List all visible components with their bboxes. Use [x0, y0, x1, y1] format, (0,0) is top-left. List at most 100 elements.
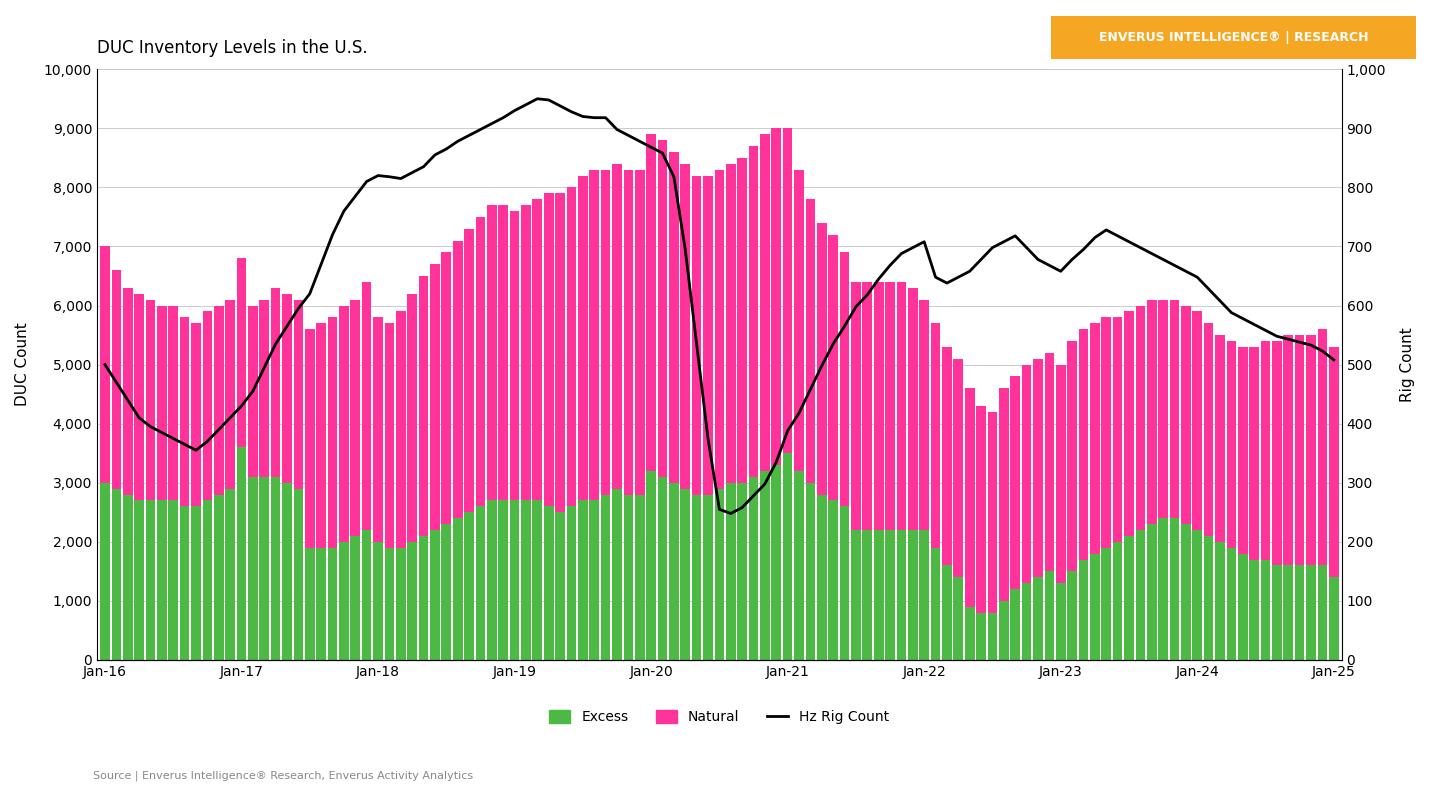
Bar: [931, 323, 941, 548]
Bar: [578, 501, 588, 660]
Bar: [988, 613, 997, 660]
Bar: [658, 477, 668, 660]
Bar: [305, 548, 315, 660]
Bar: [1044, 353, 1054, 571]
Bar: [942, 565, 952, 660]
Bar: [1216, 542, 1226, 660]
Bar: [1011, 376, 1020, 589]
Bar: [681, 163, 691, 489]
Bar: [1181, 306, 1191, 524]
Bar: [509, 501, 519, 660]
Bar: [1204, 323, 1214, 536]
Bar: [1193, 311, 1203, 530]
Bar: [862, 530, 872, 660]
Bar: [726, 483, 735, 660]
Bar: [1032, 358, 1042, 577]
Bar: [1022, 583, 1031, 660]
Bar: [169, 306, 179, 501]
Hz Rig Count: [791, 409, 808, 418]
Bar: [488, 501, 496, 660]
Hz Rig Count: [722, 509, 739, 518]
Bar: [521, 501, 531, 660]
Bar: [327, 548, 337, 660]
Bar: [908, 288, 918, 530]
Bar: [817, 494, 827, 660]
Bar: [977, 406, 985, 613]
Bar: [1055, 583, 1065, 660]
Bar: [942, 347, 952, 565]
Bar: [874, 530, 884, 660]
Bar: [635, 170, 645, 494]
Bar: [1158, 518, 1168, 660]
Bar: [543, 193, 553, 506]
Bar: [532, 199, 542, 501]
Bar: [282, 483, 292, 660]
Bar: [851, 282, 861, 530]
Bar: [1238, 347, 1247, 553]
Bar: [1261, 341, 1270, 560]
Bar: [1328, 577, 1338, 660]
Bar: [476, 506, 485, 660]
Bar: [465, 512, 473, 660]
Bar: [738, 158, 746, 483]
Bar: [362, 282, 372, 530]
Bar: [715, 170, 724, 489]
Bar: [1055, 365, 1065, 583]
Bar: [499, 205, 508, 501]
Bar: [1216, 335, 1226, 542]
Bar: [601, 494, 611, 660]
Bar: [396, 311, 406, 548]
Bar: [954, 577, 964, 660]
Bar: [555, 193, 565, 512]
Bar: [1067, 341, 1077, 571]
Bar: [488, 205, 496, 501]
Bar: [1250, 560, 1258, 660]
Bar: [771, 465, 781, 660]
Bar: [1113, 542, 1123, 660]
Bar: [509, 211, 519, 501]
Bar: [726, 163, 735, 483]
Bar: [1067, 571, 1077, 660]
Bar: [828, 235, 838, 501]
Bar: [112, 489, 122, 660]
Bar: [589, 170, 599, 501]
Bar: [1317, 565, 1327, 660]
Bar: [612, 163, 622, 489]
Bar: [1078, 329, 1088, 560]
Bar: [761, 471, 769, 660]
Bar: [1000, 388, 1008, 601]
Bar: [817, 223, 827, 494]
Bar: [226, 299, 235, 489]
Bar: [794, 170, 804, 471]
Bar: [100, 483, 110, 660]
Bar: [1147, 299, 1157, 524]
Bar: [373, 542, 383, 660]
Bar: [1294, 565, 1304, 660]
Bar: [862, 282, 872, 530]
Bar: [749, 146, 758, 477]
Bar: [681, 489, 691, 660]
Bar: [270, 477, 280, 660]
Bar: [1022, 365, 1031, 583]
Hz Rig Count: [187, 446, 204, 455]
Bar: [1284, 335, 1293, 565]
Legend: Excess, Natural, Hz Rig Count: Excess, Natural, Hz Rig Count: [543, 705, 895, 730]
Bar: [646, 471, 656, 660]
Bar: [305, 329, 315, 548]
Bar: [532, 501, 542, 660]
Y-axis label: Rig Count: Rig Count: [1400, 327, 1416, 402]
Bar: [749, 477, 758, 660]
Bar: [851, 530, 861, 660]
Bar: [1101, 548, 1111, 660]
Hz Rig Count: [96, 360, 113, 369]
Bar: [839, 252, 849, 506]
Bar: [339, 542, 349, 660]
Bar: [1317, 329, 1327, 565]
Bar: [327, 318, 337, 548]
Bar: [430, 530, 440, 660]
Bar: [408, 542, 418, 660]
Line: Hz Rig Count: Hz Rig Count: [104, 99, 1334, 513]
Bar: [1204, 536, 1214, 660]
Bar: [1032, 577, 1042, 660]
Bar: [1306, 335, 1316, 565]
